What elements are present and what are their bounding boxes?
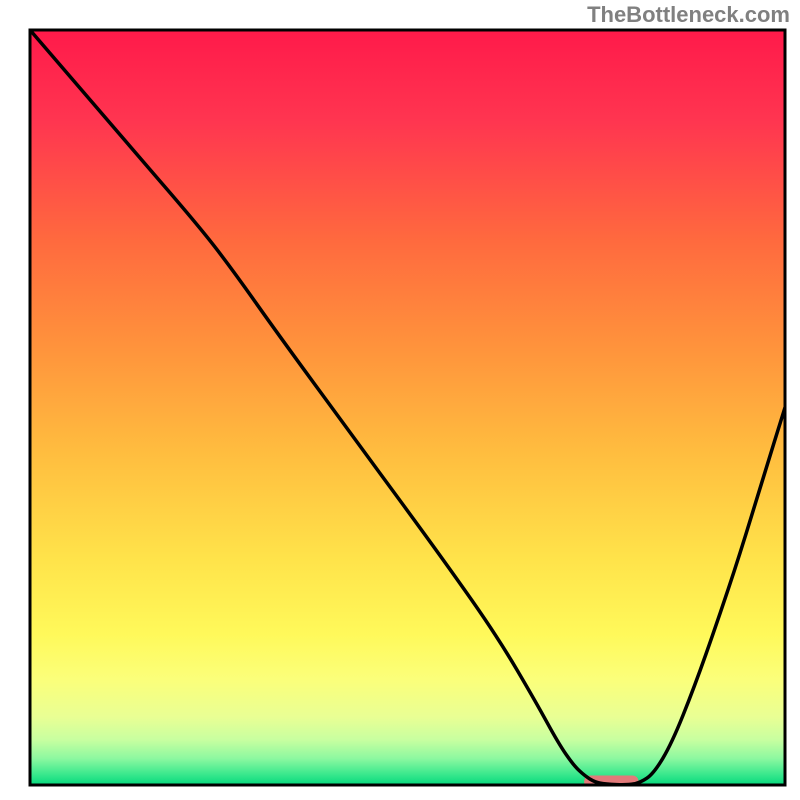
chart-container: TheBottleneck.com [0, 0, 800, 800]
bottleneck-chart [0, 0, 800, 800]
gradient-background [30, 30, 785, 785]
watermark-label: TheBottleneck.com [587, 2, 790, 28]
